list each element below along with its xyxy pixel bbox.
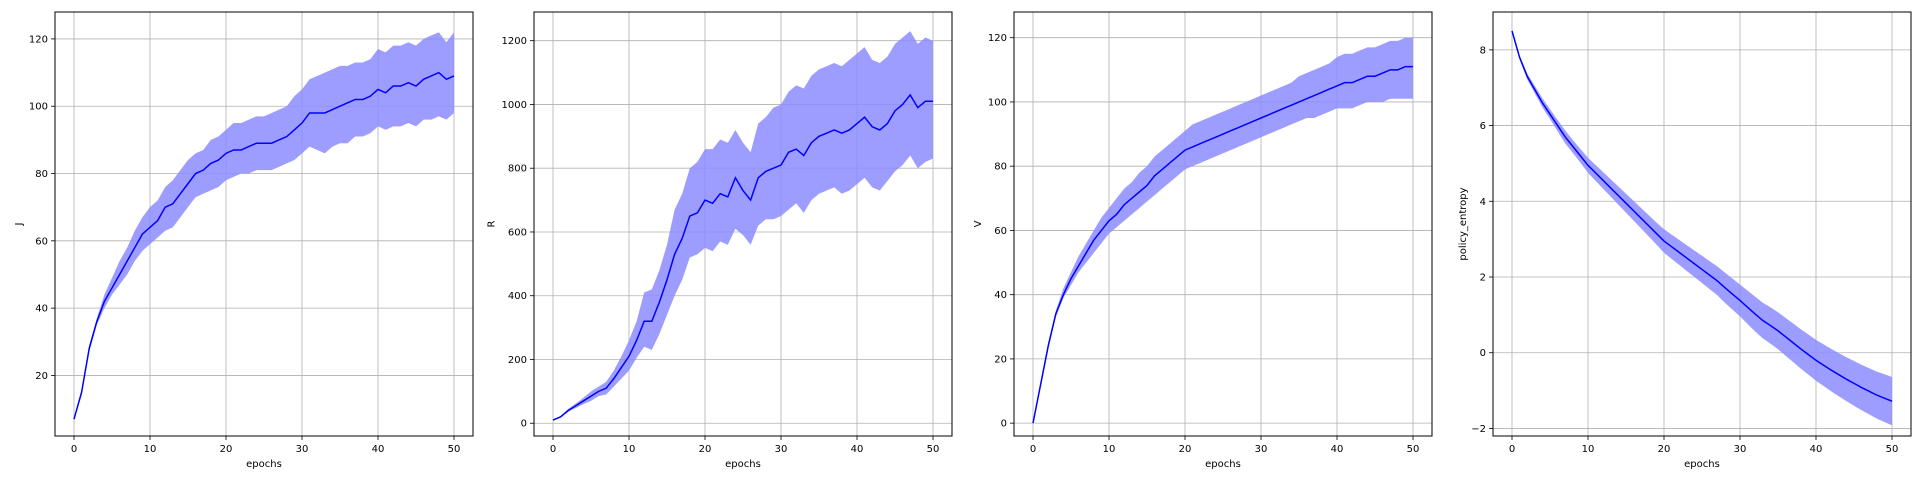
chart-panel-1: 0 10 20 30 40 50 20 40 60 80 100 120 epochs J (14, 11, 474, 470)
y-tick-label: 400 (508, 291, 527, 302)
y-tick-label: 4 (1480, 197, 1486, 208)
x-tick-label: 30 (775, 444, 788, 455)
x-tick-label: 40 (1810, 444, 1823, 455)
x-tick-label: 10 (1582, 444, 1595, 455)
y-tick-label: 6 (1480, 121, 1486, 132)
series-line (552, 93, 933, 421)
x-tick-label: 50 (1407, 444, 1420, 455)
y-axis-label: R (486, 220, 497, 227)
axes-frame (1492, 11, 1912, 437)
x-tick-label: 30 (1255, 444, 1268, 455)
axes-frame (533, 11, 953, 437)
y-tick-label: 2 (1480, 273, 1486, 284)
y-tick-label: 0 (1001, 419, 1007, 430)
series-line (1511, 30, 1893, 402)
x-tick-label: 10 (144, 444, 157, 455)
axes-frame (54, 11, 474, 437)
y-tick-label: 60 (35, 236, 48, 247)
series-line (1032, 65, 1413, 424)
series-line (73, 71, 455, 420)
y-tick-label: 40 (35, 304, 48, 315)
confidence-band (1512, 29, 1892, 426)
y-tick-label: 0 (521, 419, 527, 430)
y-tick-label: 1200 (502, 36, 527, 47)
y-tick-label: 20 (994, 354, 1007, 365)
x-tick-label: 0 (71, 444, 77, 455)
y-tick-label: 20 (35, 371, 48, 382)
x-tick-label: 0 (550, 444, 556, 455)
x-tick-label: 50 (1886, 444, 1899, 455)
x-axis-label: epochs (246, 459, 282, 470)
y-tick-label: 80 (35, 169, 48, 180)
confidence-band (553, 31, 933, 421)
y-tick-label: 120 (29, 34, 48, 45)
y-tick-label: 8 (1480, 45, 1486, 56)
y-tick-label: 200 (508, 355, 527, 366)
x-tick-label: 40 (851, 444, 864, 455)
x-tick-label: 40 (372, 444, 385, 455)
x-tick-label: 30 (296, 444, 309, 455)
y-tick-label: 80 (994, 162, 1007, 173)
x-tick-label: 50 (448, 444, 461, 455)
y-tick-label: 600 (508, 227, 527, 238)
x-tick-label: 0 (1509, 444, 1515, 455)
y-tick-label: −2 (1471, 424, 1486, 435)
y-tick-label: 100 (29, 102, 48, 113)
x-tick-label: 30 (1734, 444, 1747, 455)
x-tick-label: 20 (1658, 444, 1671, 455)
x-tick-label: 50 (927, 444, 940, 455)
y-tick-label: 40 (994, 290, 1007, 301)
x-tick-label: 20 (699, 444, 712, 455)
chart-panel-2: 0 10 20 30 40 50 0 200 400 600 800 1000 1200 epochs R (486, 11, 953, 470)
chart-panel-4: 0 10 20 30 40 50 −2 0 2 4 6 8 epochs policy_entropy (1458, 11, 1912, 470)
x-tick-label: 0 (1030, 444, 1036, 455)
x-tick-label: 10 (623, 444, 636, 455)
x-tick-label: 40 (1331, 444, 1344, 455)
x-tick-label: 20 (220, 444, 233, 455)
y-tick-label: 100 (988, 97, 1007, 108)
confidence-band (74, 32, 454, 420)
axes-frame (1013, 11, 1433, 437)
x-tick-label: 10 (1103, 444, 1116, 455)
y-axis-label: policy_entropy (1458, 187, 1469, 260)
y-tick-label: 1000 (502, 100, 527, 111)
x-axis-label: epochs (1684, 459, 1720, 470)
y-tick-label: 60 (994, 226, 1007, 237)
y-tick-label: 120 (988, 33, 1007, 44)
y-axis-label: J (14, 223, 25, 227)
x-axis-label: epochs (725, 459, 761, 470)
chart-panel-3: 0 10 20 30 40 50 0 20 40 60 80 100 120 epochs V (973, 11, 1433, 470)
y-axis-label: V (973, 220, 984, 227)
y-tick-label: 800 (508, 164, 527, 175)
x-tick-label: 20 (1179, 444, 1192, 455)
y-tick-label: 0 (1480, 348, 1486, 359)
x-axis-label: epochs (1205, 459, 1241, 470)
